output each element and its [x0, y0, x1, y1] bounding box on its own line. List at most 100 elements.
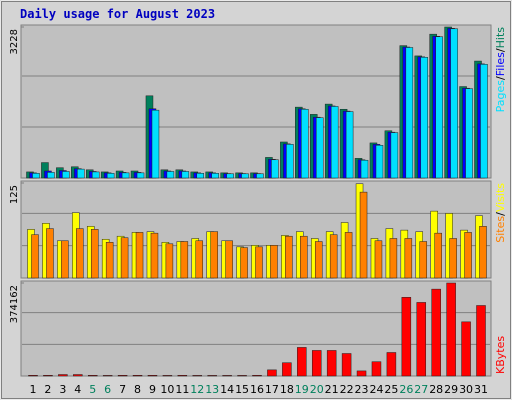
bar [446, 282, 456, 377]
bar [464, 232, 472, 279]
legend-entry: Sites [494, 216, 507, 243]
x-tick-label: 2 [44, 383, 51, 396]
bar [58, 374, 68, 377]
bar [282, 362, 292, 377]
bar [196, 173, 205, 179]
bar [47, 172, 55, 179]
legend: Pages/Files/Hits [494, 27, 507, 113]
x-tick-label: 4 [74, 383, 81, 396]
x-tick-label: 30 [459, 383, 473, 396]
bar [360, 159, 369, 179]
bar [375, 145, 384, 179]
bar [166, 171, 175, 179]
x-tick-label: 22 [340, 383, 354, 396]
bar [192, 375, 203, 377]
bar [476, 305, 486, 377]
bar [297, 347, 307, 377]
x-tick-label: 21 [325, 383, 339, 396]
bar [267, 369, 277, 377]
bar [434, 232, 442, 279]
bar [31, 234, 39, 279]
x-tick-label: 27 [414, 383, 428, 396]
x-tick-label: 9 [149, 383, 156, 396]
x-tick-label: 17 [265, 383, 279, 396]
bar [479, 226, 487, 279]
bar [90, 229, 99, 279]
bar [211, 173, 219, 179]
bar [465, 88, 473, 179]
bar [300, 235, 308, 279]
legend: Sites/Visits [494, 183, 507, 243]
x-tick-label: 25 [384, 383, 398, 396]
bar [76, 228, 84, 279]
bar [449, 238, 457, 279]
bar [106, 173, 115, 179]
bar [240, 247, 248, 279]
bar [330, 106, 339, 179]
x-tick-label: 5 [89, 383, 96, 396]
bar [73, 374, 83, 377]
bar [207, 375, 217, 377]
bar [480, 64, 488, 179]
x-tick-label: 31 [474, 383, 488, 396]
bar [356, 370, 367, 377]
legend-entry: Files [494, 52, 507, 76]
bar [389, 238, 398, 279]
x-tick-label: 19 [295, 383, 309, 396]
bar [341, 353, 352, 377]
bar [120, 237, 129, 279]
x-tick-label: 3 [59, 383, 66, 396]
x-tick-label: 29 [444, 383, 458, 396]
bar [210, 231, 218, 279]
x-tick-label: 12 [190, 383, 204, 396]
x-tick-label: 10 [160, 383, 174, 396]
bar [329, 234, 338, 279]
bar [271, 159, 279, 179]
bar [371, 361, 382, 377]
bar [311, 350, 322, 377]
bar [91, 171, 100, 179]
bar [301, 108, 309, 179]
bar [162, 375, 173, 377]
y-tick-label: 3228 [9, 29, 20, 54]
legend-separator: / [494, 212, 507, 216]
bar [87, 375, 98, 377]
bar [270, 245, 278, 279]
bar [117, 375, 128, 377]
bar [180, 241, 189, 279]
legend-entry: KBytes [494, 336, 507, 374]
bar [419, 241, 428, 279]
bar [225, 240, 233, 279]
bar [286, 144, 294, 179]
x-tick-label: 24 [369, 383, 383, 396]
bar [450, 28, 458, 179]
x-tick-label: 14 [220, 383, 234, 396]
bar [374, 240, 383, 279]
bar [314, 241, 323, 279]
bar [344, 232, 353, 279]
bar [147, 375, 158, 377]
bar [241, 173, 249, 179]
bar [404, 238, 413, 279]
bar [315, 117, 324, 179]
bar [28, 375, 38, 377]
bar [121, 172, 130, 179]
bar [285, 235, 293, 279]
bar [326, 350, 337, 377]
bar [252, 375, 262, 377]
bar [43, 375, 53, 377]
bar [390, 132, 399, 179]
bar [435, 36, 443, 179]
bar [77, 168, 85, 179]
x-tick-label: 8 [134, 383, 141, 396]
x-tick-label: 28 [429, 383, 443, 396]
bar [345, 111, 354, 179]
x-tick-label: 20 [310, 383, 324, 396]
bar [102, 375, 113, 377]
chart-title: Daily usage for August 2023 [20, 7, 215, 21]
bar [420, 57, 429, 179]
bar [256, 173, 264, 179]
legend-separator: / [494, 76, 507, 80]
